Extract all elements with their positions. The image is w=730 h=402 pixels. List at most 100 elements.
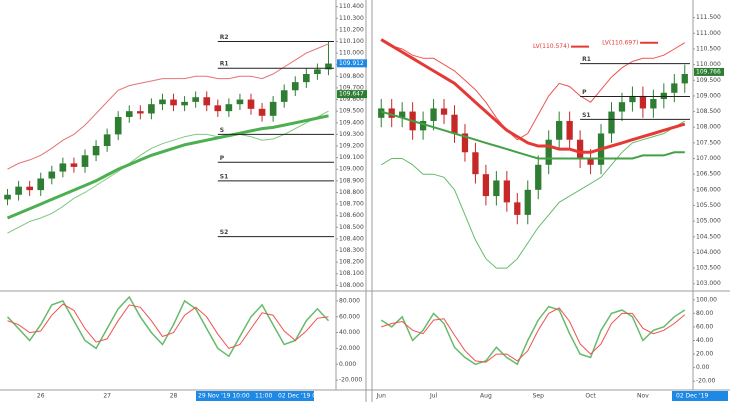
time-highlight: [672, 391, 728, 401]
y-tick-label: 105.500: [696, 202, 721, 209]
y-tick-label: 107.500: [696, 139, 721, 146]
y-tick-label: 111.000: [696, 30, 721, 37]
series-line: [380, 39, 686, 141]
x-tick-label: 26: [37, 393, 45, 400]
x-tick-label: 28: [170, 393, 178, 400]
pivot-label: S: [220, 127, 224, 134]
price-label: 109.912: [339, 60, 364, 67]
time-highlight-label: 11:00: [255, 393, 272, 400]
price-label-box: [337, 59, 367, 68]
y-tick-label: 109.800: [339, 73, 364, 80]
y-tick-label: 104.500: [696, 233, 721, 240]
series-line: [380, 110, 685, 160]
time-highlight-label: 02 Dec '19: [676, 393, 709, 400]
y-tick-label: 100.00: [696, 296, 717, 303]
y-tick-label: 110.400: [339, 3, 364, 10]
y-tick-label: 111.500: [696, 14, 721, 21]
y-tick-label: 109.400: [339, 119, 364, 126]
candle-body: [399, 111, 406, 118]
candle-body: [314, 69, 321, 74]
candle-body: [92, 146, 100, 156]
candle-body: [419, 120, 427, 131]
y-tick-label: 109.500: [696, 77, 721, 84]
y-tick-label: 108.500: [696, 108, 721, 115]
series-line: [7, 43, 329, 170]
time-highlight-label: 02 Dec '19 05:00: [278, 393, 330, 400]
y-tick-label: 105.000: [696, 218, 721, 225]
y-tick-label: 108.700: [339, 201, 364, 208]
candle-body: [26, 186, 33, 191]
y-tick-label: 108.500: [339, 224, 364, 231]
candle-body: [203, 97, 211, 106]
pivot-label: P: [582, 89, 587, 96]
y-tick-label: 40.00: [696, 337, 713, 344]
candle-body: [461, 133, 469, 153]
y-tick-label: 108.000: [696, 124, 721, 131]
y-tick-label: 110.100: [339, 38, 364, 45]
x-tick-label: Aug: [480, 393, 492, 400]
candle-body: [269, 101, 277, 116]
candle-body: [378, 108, 385, 118]
pivot-label: S1: [582, 112, 591, 119]
pivot-label: S2: [220, 229, 229, 236]
candle-body: [587, 158, 594, 165]
y-tick-label: 109.500: [339, 108, 364, 115]
price-label: 109.766: [696, 68, 721, 75]
pivot-label: R1: [220, 61, 229, 68]
annotation: LV(110.697): [602, 39, 638, 46]
candle-body: [280, 90, 288, 102]
series-line: [6, 114, 329, 220]
candle-body: [258, 108, 266, 116]
y-tick-label: 108.600: [339, 212, 364, 219]
candle-body: [125, 111, 133, 117]
y-tick-label: 109.200: [339, 143, 364, 150]
candle-body: [681, 74, 688, 84]
x-tick-label: 27: [103, 393, 111, 400]
pivot-label: P: [220, 155, 225, 162]
candle-body: [114, 116, 122, 135]
candle-body: [514, 202, 521, 215]
y-tick-label: -20.000: [339, 377, 362, 384]
time-highlight: [196, 391, 314, 401]
y-tick-label: 60.00: [696, 323, 713, 330]
y-tick-label: 110.500: [696, 45, 721, 52]
candle-body: [192, 97, 199, 102]
y-tick-label: 20.00: [696, 351, 713, 358]
candle-body: [451, 114, 458, 134]
y-tick-label: 109.600: [339, 96, 364, 103]
candle-body: [214, 105, 222, 112]
y-tick-label: 109.300: [339, 131, 364, 138]
candle-body: [303, 74, 310, 83]
candle-body: [524, 189, 531, 215]
y-tick-label: 109.000: [696, 92, 721, 99]
candle-body: [440, 108, 448, 115]
candle-body: [545, 139, 552, 165]
candle-body: [225, 104, 233, 112]
candle-body: [37, 178, 45, 191]
candle-body: [566, 120, 573, 140]
candle-body: [70, 163, 78, 167]
y-tick-label: 110.000: [339, 50, 364, 57]
y-tick-label: 40.000: [339, 329, 360, 336]
y-tick-label: 103.000: [696, 280, 721, 287]
candle-body: [81, 155, 89, 167]
price-label-box: [694, 67, 724, 76]
y-tick-label: 106.500: [696, 171, 721, 178]
series-line: [7, 110, 329, 234]
x-tick-label: Jul: [429, 393, 438, 400]
candle-body: [493, 180, 500, 197]
candle-body: [430, 108, 437, 121]
y-tick-label: 110.000: [696, 61, 721, 68]
y-tick-label: 108.300: [339, 247, 364, 254]
candle-body: [629, 95, 636, 103]
x-tick-label: Oct: [585, 393, 596, 400]
candle-body: [556, 120, 563, 140]
y-tick-label: 106.000: [696, 186, 721, 193]
series-line: [380, 120, 686, 269]
candle-body: [618, 102, 626, 112]
price-label-box: [337, 90, 367, 99]
y-tick-label: -20.00: [696, 378, 716, 385]
y-tick-label: 20.000: [339, 345, 360, 352]
y-tick-label: 108.400: [339, 235, 364, 242]
y-tick-label: 80.00: [696, 310, 713, 317]
